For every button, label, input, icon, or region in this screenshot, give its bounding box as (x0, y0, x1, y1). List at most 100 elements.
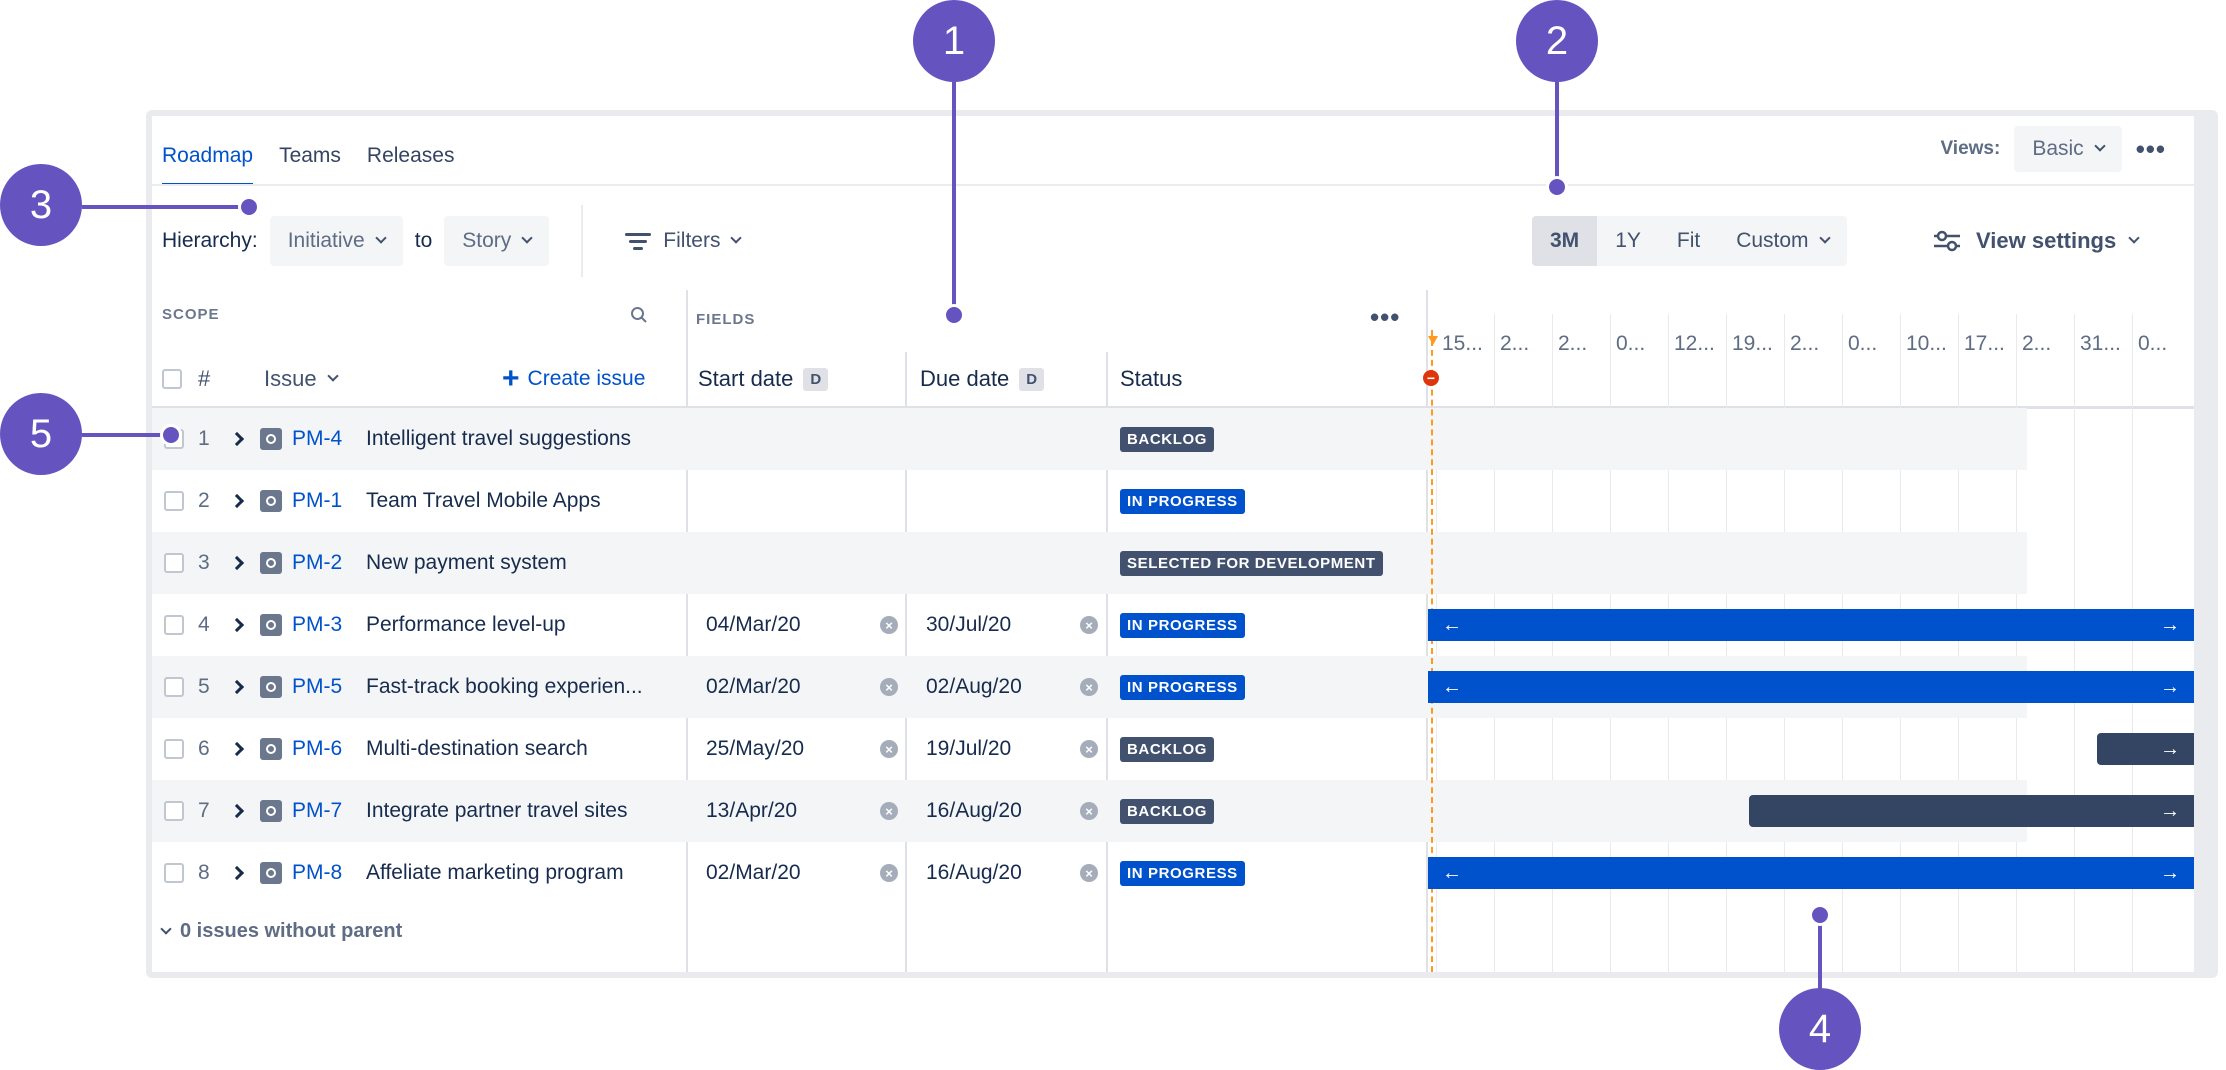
timeline-bar[interactable] (1749, 795, 2194, 827)
status-badge[interactable]: IN PROGRESS (1120, 674, 1245, 700)
issue-title[interactable]: Affeliate marketing program (366, 861, 624, 884)
view-settings-button[interactable]: View settings (1932, 216, 2140, 266)
issue-title[interactable]: Fast-track booking experien... (366, 675, 643, 698)
status-badge[interactable]: IN PROGRESS (1120, 860, 1245, 886)
expand-chevron-icon[interactable] (229, 617, 245, 633)
expand-chevron-icon[interactable] (229, 493, 245, 509)
expand-chevron-icon[interactable] (229, 431, 245, 447)
clear-start-date-icon[interactable]: × (880, 678, 898, 696)
tab-roadmap[interactable]: Roadmap (162, 126, 254, 186)
tab-teams[interactable]: Teams (279, 144, 341, 167)
clear-start-date-icon[interactable]: × (880, 740, 898, 758)
select-all-checkbox[interactable] (162, 369, 182, 389)
row-checkbox[interactable] (164, 491, 184, 511)
clear-due-date-icon[interactable]: × (1080, 740, 1098, 758)
due-date-value[interactable]: 30/Jul/20 (926, 613, 1012, 636)
start-date-value[interactable]: 04/Mar/20 (706, 613, 801, 636)
issue-key-link[interactable]: PM-2 (292, 551, 343, 574)
row-checkbox[interactable] (164, 553, 184, 573)
table-row[interactable]: 3 PM-2 New payment system SELECTED FOR DEVE… (152, 532, 2027, 594)
issue-key-link[interactable]: PM-3 (292, 613, 343, 636)
table-row[interactable]: 4 PM-3 Performance level-up 04/Mar/20 × 30/Ju… (152, 594, 2027, 656)
row-checkbox[interactable] (164, 739, 184, 759)
row-checkbox[interactable] (164, 615, 184, 635)
issue-key-link[interactable]: PM-4 (292, 427, 343, 450)
clear-due-date-icon[interactable]: × (1080, 864, 1098, 882)
issue-title[interactable]: Intelligent travel suggestions (366, 427, 631, 450)
row-checkbox[interactable] (164, 801, 184, 821)
expand-chevron-icon[interactable] (229, 679, 245, 695)
range-3m-button[interactable]: 3M (1532, 216, 1598, 266)
due-date-value[interactable]: 19/Jul/20 (926, 737, 1012, 760)
status-label: Status (1120, 366, 1183, 391)
expand-chevron-icon[interactable] (229, 865, 245, 881)
timeline-bar[interactable] (1428, 671, 2194, 703)
timeline-tick-label: 12... (1674, 332, 1715, 355)
status-badge[interactable]: BACKLOG (1120, 736, 1215, 762)
issue-title[interactable]: Multi-destination search (366, 737, 588, 760)
initiative-type-icon (260, 490, 282, 512)
views-select[interactable]: Basic (2014, 126, 2122, 172)
issue-key-link[interactable]: PM-5 (292, 675, 343, 698)
row-checkbox[interactable] (164, 863, 184, 883)
expand-chevron-icon[interactable] (229, 741, 245, 757)
row-rank: 7 (198, 799, 210, 822)
create-issue-button[interactable]: + Create issue (502, 364, 645, 394)
start-date-value[interactable]: 02/Mar/20 (706, 675, 801, 698)
issues-without-parent-toggle[interactable]: 0 issues without parent (160, 920, 402, 943)
timeline-gridline (2132, 314, 2133, 972)
status-badge[interactable]: IN PROGRESS (1120, 488, 1245, 514)
issue-key-link[interactable]: PM-7 (292, 799, 343, 822)
status-badge[interactable]: BACKLOG (1120, 798, 1215, 824)
due-date-value[interactable]: 16/Aug/20 (926, 861, 1022, 884)
expand-chevron-icon[interactable] (229, 803, 245, 819)
table-row[interactable]: 8 PM-8 Affeliate marketing program 02/Mar/2… (152, 842, 2027, 904)
more-options-icon[interactable]: ••• (2135, 134, 2166, 164)
start-date-value[interactable]: 13/Apr/20 (706, 799, 798, 822)
timeline-bar[interactable] (1428, 609, 2194, 641)
hierarchy-from-select[interactable]: Initiative (269, 216, 403, 266)
issue-title[interactable]: Performance level-up (366, 613, 566, 636)
today-marker-icon (1428, 336, 1438, 345)
due-date-value[interactable]: 02/Aug/20 (926, 675, 1022, 698)
status-badge[interactable]: BACKLOG (1120, 426, 1215, 452)
start-date-value[interactable]: 25/May/20 (706, 737, 805, 760)
timeline-bar[interactable] (2097, 733, 2194, 765)
timeline-bar[interactable] (1428, 857, 2194, 889)
issue-title[interactable]: New payment system (366, 551, 567, 574)
clear-start-date-icon[interactable]: × (880, 802, 898, 820)
clear-due-date-icon[interactable]: × (1080, 802, 1098, 820)
status-header[interactable]: Status (1120, 356, 1182, 402)
expand-chevron-icon[interactable] (229, 555, 245, 571)
issue-key-link[interactable]: PM-6 (292, 737, 343, 760)
issue-key-link[interactable]: PM-8 (292, 861, 343, 884)
issue-title[interactable]: Integrate partner travel sites (366, 799, 628, 822)
table-row[interactable]: 1 PM-4 Intelligent travel suggestions BACKL… (152, 408, 2027, 470)
start-date-value[interactable]: 02/Mar/20 (706, 861, 801, 884)
range-custom-button[interactable]: Custom (1718, 216, 1846, 266)
start-date-header[interactable]: Start date D (698, 356, 829, 402)
clear-start-date-icon[interactable]: × (880, 864, 898, 882)
table-row[interactable]: 7 PM-7 Integrate partner travel sites 13/Ap… (152, 780, 2027, 842)
table-row[interactable]: 6 PM-6 Multi-destination search 25/May/20 × 1… (152, 718, 2027, 780)
range-fit-button[interactable]: Fit (1676, 229, 1701, 252)
due-date-value[interactable]: 16/Aug/20 (926, 799, 1022, 822)
range-1y-button[interactable]: 1Y (1615, 229, 1641, 252)
due-date-header[interactable]: Due date D (920, 356, 1045, 402)
issue-column-header[interactable]: Issue (264, 366, 339, 392)
filters-button[interactable]: Filters (625, 229, 743, 254)
clear-due-date-icon[interactable]: × (1080, 616, 1098, 634)
clear-due-date-icon[interactable]: × (1080, 678, 1098, 696)
status-badge[interactable]: IN PROGRESS (1120, 612, 1245, 638)
tab-releases[interactable]: Releases (366, 144, 455, 167)
issue-title[interactable]: Team Travel Mobile Apps (366, 489, 601, 512)
view-settings-label: View settings (1976, 228, 2117, 253)
hierarchy-to-select[interactable]: Story (444, 216, 550, 266)
row-checkbox[interactable] (164, 677, 184, 697)
clear-start-date-icon[interactable]: × (880, 616, 898, 634)
fields-more-icon[interactable]: ••• (1370, 302, 1401, 332)
search-icon[interactable] (630, 306, 648, 324)
status-badge[interactable]: SELECTED FOR DEVELOPMENT (1120, 550, 1383, 576)
issue-key-link[interactable]: PM-1 (292, 489, 343, 512)
table-row[interactable]: 2 PM-1 Team Travel Mobile Apps IN PROGRESS (152, 470, 2027, 532)
